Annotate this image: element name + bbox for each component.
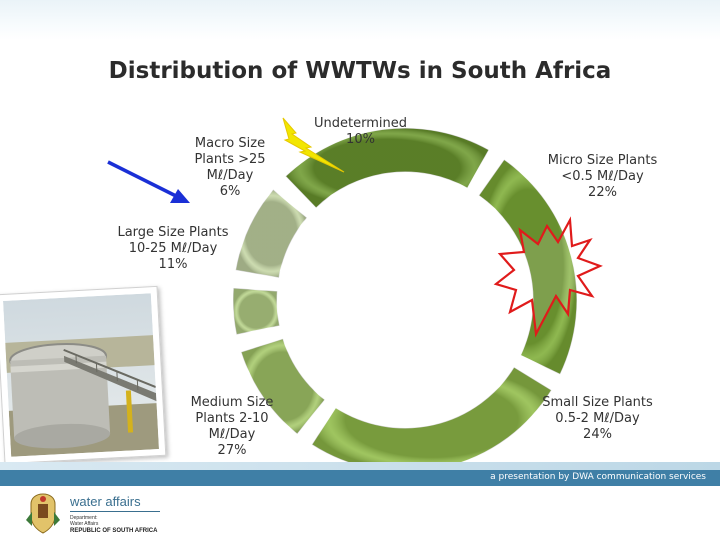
segment-label-micro: Micro Size Plants <0.5 Mℓ/Day 22% [520, 153, 685, 201]
top-band [0, 0, 720, 40]
annotations-layer [107, 117, 603, 338]
blue-arrow-icon [107, 160, 190, 203]
department-country: REPUBLIC OF SOUTH AFRICA [70, 528, 158, 534]
ring-segment-shade-3 [311, 367, 552, 470]
ring-chart [232, 127, 578, 470]
segment-label-line: Plants >25 [194, 152, 266, 167]
photo-illustration [3, 293, 159, 457]
ring-segment-shade-5 [232, 288, 280, 335]
segment-label-line: Macro Size [194, 136, 266, 151]
treatment-works-photo [0, 285, 167, 465]
segment-label-small: Small Size Plants 0.5-2 Mℓ/Day 24% [530, 395, 665, 443]
segment-label-undetermined: Undetermined 10% [298, 116, 423, 148]
ring-segment-shade-1 [285, 127, 489, 208]
segment-label-line: Micro Size Plants [547, 153, 658, 168]
department-line-1: Department: [70, 515, 98, 521]
footer-logo-area [0, 486, 720, 540]
presentation-credit: a presentation by DWA communication serv… [490, 472, 706, 482]
segment-label-large: Large Size Plants 10-25 Mℓ/Day 11% [108, 225, 238, 273]
ring-segment-shade-4 [241, 338, 325, 435]
segment-label-line: 10% [346, 132, 375, 147]
segments-layer [232, 127, 578, 470]
ring-segment-shade-2 [478, 159, 577, 375]
segment-label-line: 6% [219, 184, 241, 199]
segment-label-line: 24% [583, 427, 612, 442]
segment-label-line: 0.5-2 Mℓ/Day [555, 411, 640, 426]
segment-label-line: Undetermined [314, 116, 407, 131]
lightning-icon [282, 117, 345, 173]
segment-label-medium: Medium Size Plants 2-10 Mℓ/Day 27% [172, 395, 292, 459]
department-line-2: Water Affairs [70, 521, 99, 527]
segment-label-line: <0.5 Mℓ/Day [561, 169, 644, 184]
segment-label-line: 27% [217, 443, 247, 458]
coat-of-arms-icon [26, 493, 60, 534]
segment-label-line: 10-25 Mℓ/Day [128, 241, 218, 256]
footer-band [0, 470, 720, 486]
department-divider [70, 511, 160, 512]
ring-segment-shade-0 [235, 189, 307, 278]
segment-label-line: Mℓ/Day [208, 427, 256, 442]
starburst-icon [493, 216, 603, 338]
segment-label-line: Plants 2-10 [195, 411, 269, 426]
segment-label-macro: Macro Size Plants >25 Mℓ/Day 6% [180, 136, 280, 200]
department-name: water affairs [70, 494, 141, 509]
footer-stripe [0, 462, 720, 470]
segment-label-line: Medium Size [190, 395, 274, 410]
slide-title: Distribution of WWTWs in South Africa [108, 58, 612, 84]
segment-label-line: 11% [158, 257, 188, 272]
segment-label-line: Mℓ/Day [206, 168, 254, 183]
segment-label-line: Small Size Plants [542, 395, 653, 410]
segment-label-line: Large Size Plants [117, 225, 229, 240]
segment-label-line: 22% [588, 185, 617, 200]
